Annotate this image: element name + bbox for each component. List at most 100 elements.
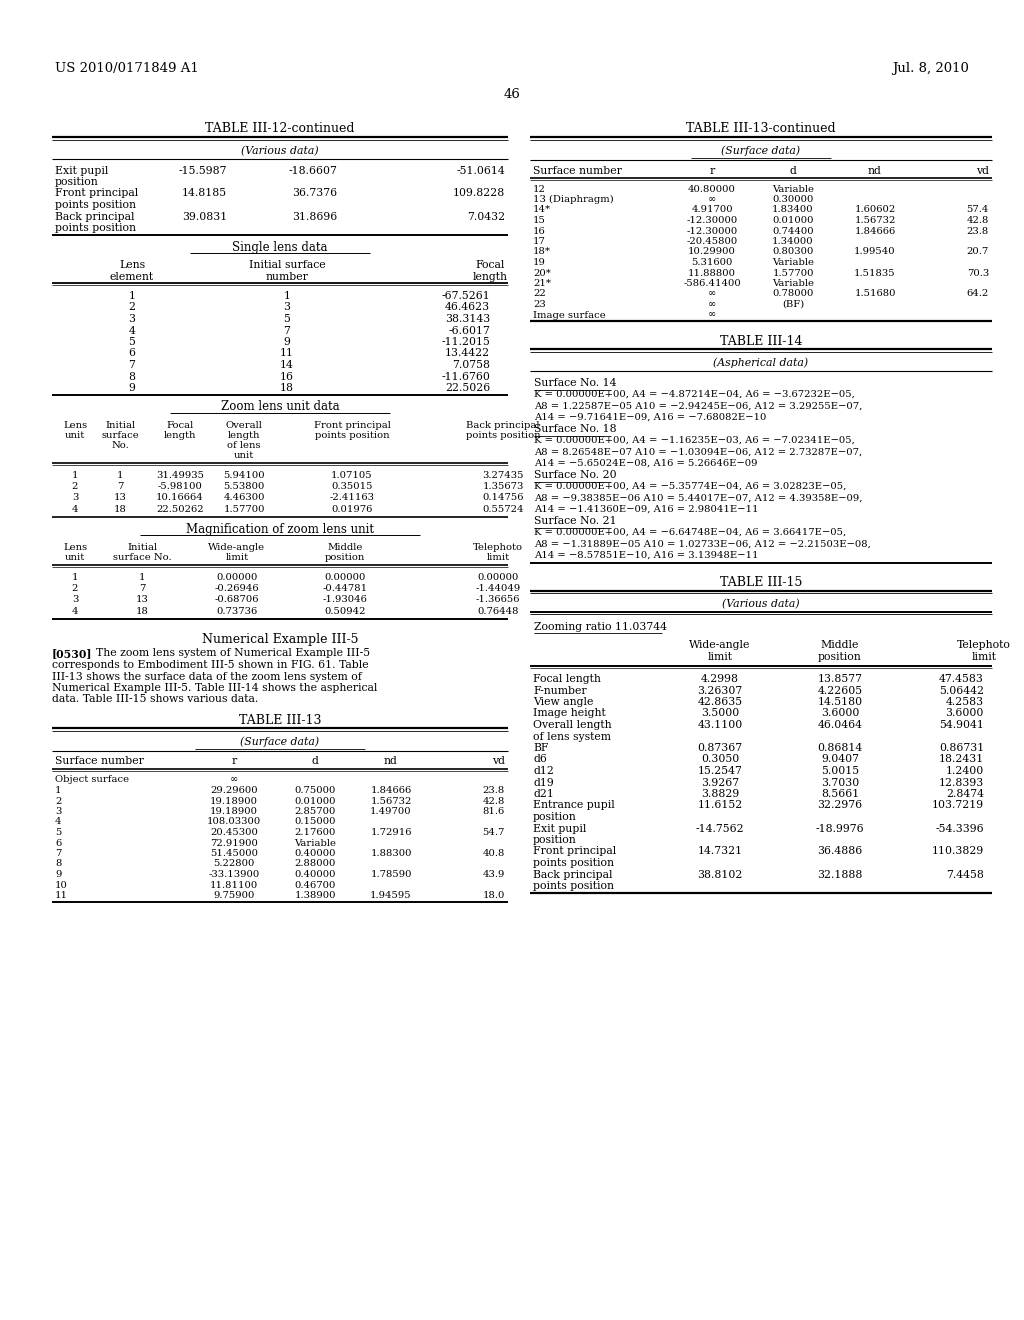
Text: 3: 3 <box>128 314 135 323</box>
Text: K = 0.00000E+00, A4 = −1.16235E−03, A6 = −7.02341E−05,: K = 0.00000E+00, A4 = −1.16235E−03, A6 =… <box>534 436 855 445</box>
Text: -6.6017: -6.6017 <box>449 326 490 335</box>
Text: TABLE III-13: TABLE III-13 <box>239 714 322 727</box>
Text: 14: 14 <box>280 360 294 370</box>
Text: 1: 1 <box>72 470 78 479</box>
Text: 12.8393: 12.8393 <box>939 777 984 788</box>
Text: (Various data): (Various data) <box>242 145 318 156</box>
Text: 10.29900: 10.29900 <box>688 248 736 256</box>
Text: ∞: ∞ <box>708 300 716 309</box>
Text: unit: unit <box>233 450 254 459</box>
Text: Zoom lens unit data: Zoom lens unit data <box>221 400 339 413</box>
Text: position: position <box>534 836 577 845</box>
Text: limit: limit <box>972 652 996 661</box>
Text: Surface number: Surface number <box>534 165 622 176</box>
Text: Focal: Focal <box>166 421 194 429</box>
Text: 5.31600: 5.31600 <box>691 257 733 267</box>
Text: -1.36656: -1.36656 <box>476 595 520 605</box>
Text: 5.06442: 5.06442 <box>939 685 984 696</box>
Text: 1.99540: 1.99540 <box>854 248 896 256</box>
Text: 81.6: 81.6 <box>482 807 505 816</box>
Text: 1.88300: 1.88300 <box>371 849 412 858</box>
Text: 0.01000: 0.01000 <box>772 216 814 224</box>
Text: 40.8: 40.8 <box>482 849 505 858</box>
Text: Middle: Middle <box>821 640 859 649</box>
Text: Image height: Image height <box>534 709 606 718</box>
Text: 20.7: 20.7 <box>967 248 989 256</box>
Text: 19.18900: 19.18900 <box>210 796 258 805</box>
Text: Back principal: Back principal <box>466 421 540 429</box>
Text: TABLE III-15: TABLE III-15 <box>720 577 802 590</box>
Text: 2.88000: 2.88000 <box>294 859 336 869</box>
Text: 0.15000: 0.15000 <box>294 817 336 826</box>
Text: 38.8102: 38.8102 <box>697 870 742 879</box>
Text: 23: 23 <box>534 300 546 309</box>
Text: ∞: ∞ <box>708 195 716 205</box>
Text: Numerical Example III-5. Table III-14 shows the aspherical: Numerical Example III-5. Table III-14 sh… <box>52 682 378 693</box>
Text: 11.81100: 11.81100 <box>210 880 258 890</box>
Text: 8.5661: 8.5661 <box>821 789 859 799</box>
Text: 14.8185: 14.8185 <box>182 189 227 198</box>
Text: 109.8228: 109.8228 <box>453 189 505 198</box>
Text: 23.8: 23.8 <box>482 785 505 795</box>
Text: K = 0.00000E+00, A4 = −5.35774E−04, A6 = 3.02823E−05,: K = 0.00000E+00, A4 = −5.35774E−04, A6 =… <box>534 482 847 491</box>
Text: (Surface data): (Surface data) <box>722 145 801 156</box>
Text: Lens: Lens <box>62 421 87 429</box>
Text: 46.0464: 46.0464 <box>817 719 862 730</box>
Text: 42.8: 42.8 <box>967 216 989 224</box>
Text: 23.8: 23.8 <box>967 227 989 235</box>
Text: 1.35673: 1.35673 <box>482 482 523 491</box>
Text: Zooming ratio 11.03744: Zooming ratio 11.03744 <box>534 622 667 632</box>
Text: 0.30000: 0.30000 <box>772 195 814 205</box>
Text: vd: vd <box>976 165 989 176</box>
Text: 1.94595: 1.94595 <box>371 891 412 900</box>
Text: 4.91700: 4.91700 <box>691 206 733 214</box>
Text: 10.16664: 10.16664 <box>156 494 204 503</box>
Text: 1.84666: 1.84666 <box>371 785 412 795</box>
Text: 14*: 14* <box>534 206 551 214</box>
Text: 22.50262: 22.50262 <box>157 506 204 513</box>
Text: 9: 9 <box>284 337 291 347</box>
Text: -18.6607: -18.6607 <box>288 165 337 176</box>
Text: A14 = −9.71641E−09, A16 = −7.68082E−10: A14 = −9.71641E−09, A16 = −7.68082E−10 <box>534 413 766 422</box>
Text: 7: 7 <box>129 360 135 370</box>
Text: 9.75900: 9.75900 <box>213 891 255 900</box>
Text: (Various data): (Various data) <box>722 599 800 610</box>
Text: Exit pupil: Exit pupil <box>55 165 109 176</box>
Text: 1.07105: 1.07105 <box>331 470 373 479</box>
Text: 11: 11 <box>55 891 68 900</box>
Text: Focal: Focal <box>475 260 505 271</box>
Text: Entrance pupil: Entrance pupil <box>534 800 614 810</box>
Text: -0.68706: -0.68706 <box>215 595 259 605</box>
Text: limit: limit <box>486 553 510 561</box>
Text: III-13 shows the surface data of the zoom lens system of: III-13 shows the surface data of the zoo… <box>52 672 361 681</box>
Text: -14.7562: -14.7562 <box>695 824 744 833</box>
Text: 0.00000: 0.00000 <box>325 573 366 582</box>
Text: 32.2976: 32.2976 <box>817 800 862 810</box>
Text: 1.51835: 1.51835 <box>854 268 896 277</box>
Text: 43.9: 43.9 <box>482 870 505 879</box>
Text: 3.9267: 3.9267 <box>701 777 739 788</box>
Text: 12: 12 <box>534 185 546 194</box>
Text: 1.83400: 1.83400 <box>772 206 814 214</box>
Text: 2: 2 <box>55 796 61 805</box>
Text: Variable: Variable <box>772 257 814 267</box>
Text: 3: 3 <box>72 595 78 605</box>
Text: (BF): (BF) <box>782 300 804 309</box>
Text: -12.30000: -12.30000 <box>686 216 737 224</box>
Text: 4: 4 <box>55 817 61 826</box>
Text: 7.0758: 7.0758 <box>452 360 490 370</box>
Text: 3.7030: 3.7030 <box>821 777 859 788</box>
Text: Front principal: Front principal <box>534 846 616 857</box>
Text: ∞: ∞ <box>229 776 239 784</box>
Text: 38.3143: 38.3143 <box>444 314 490 323</box>
Text: 1: 1 <box>117 470 123 479</box>
Text: 2: 2 <box>128 302 135 313</box>
Text: 22.5026: 22.5026 <box>444 383 490 393</box>
Text: 110.3829: 110.3829 <box>932 846 984 857</box>
Text: BF: BF <box>534 743 549 752</box>
Text: 0.50942: 0.50942 <box>325 607 366 616</box>
Text: points position: points position <box>314 430 389 440</box>
Text: 18: 18 <box>135 607 148 616</box>
Text: 1.49700: 1.49700 <box>371 807 412 816</box>
Text: Initial: Initial <box>104 421 135 429</box>
